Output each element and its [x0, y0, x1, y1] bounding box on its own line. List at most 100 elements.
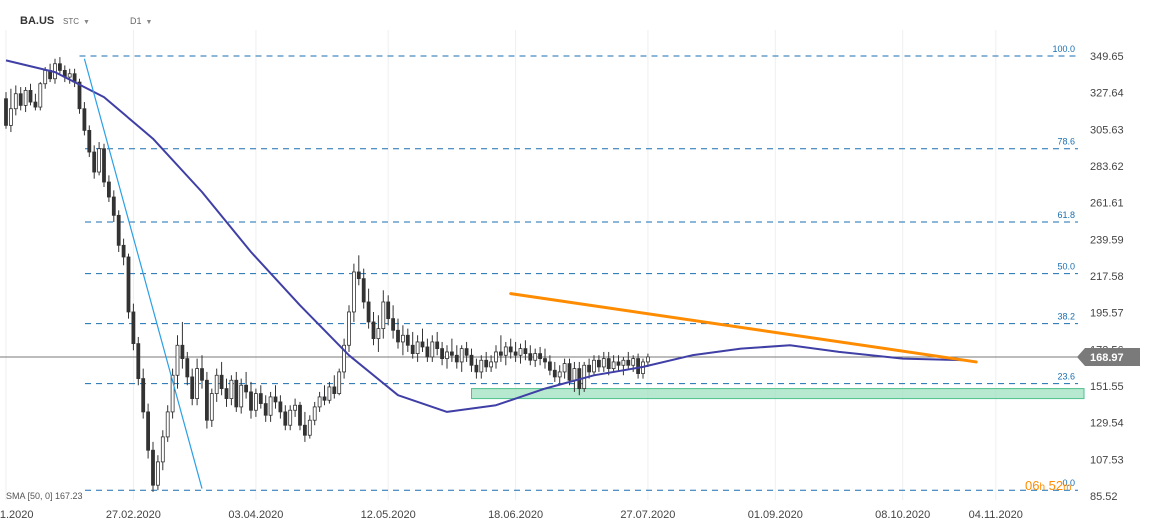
candle-body	[479, 359, 484, 373]
candle	[425, 338, 430, 362]
candle	[23, 87, 28, 113]
candle-body	[494, 351, 498, 363]
candle	[391, 305, 396, 339]
candle	[322, 385, 327, 406]
candle-body	[219, 374, 224, 389]
candle-body	[636, 358, 640, 374]
candle-body	[587, 364, 591, 373]
candle	[533, 348, 538, 367]
candle	[410, 331, 415, 359]
candle-body	[621, 359, 626, 366]
candle	[464, 341, 469, 362]
candle	[258, 385, 263, 409]
candle-body	[278, 401, 283, 413]
candle	[200, 355, 204, 389]
candle	[611, 355, 616, 372]
candle	[479, 355, 484, 379]
candle-body	[322, 396, 327, 401]
candle	[430, 335, 435, 362]
y-tick-label: 261.61	[1090, 198, 1124, 210]
candle-body	[616, 361, 621, 366]
candle-body	[283, 411, 288, 426]
candle-body	[23, 89, 28, 106]
timeframe-selector[interactable]: D1 ▼	[130, 16, 152, 26]
candle-body	[121, 244, 126, 258]
candle-body	[185, 358, 190, 378]
candle-body	[484, 359, 489, 368]
candle-body	[430, 341, 435, 358]
x-tick-label: 12.05.2020	[361, 509, 416, 521]
y-tick-label: 305.63	[1090, 124, 1124, 136]
candle	[420, 328, 425, 352]
y-tick-label: 151.55	[1090, 381, 1124, 393]
symbol-label[interactable]: BA.US	[20, 15, 55, 27]
candle	[239, 378, 244, 414]
candle-body	[445, 351, 449, 360]
candle	[293, 398, 298, 417]
candle	[288, 405, 293, 431]
candle	[67, 68, 72, 84]
candle-body	[552, 369, 557, 378]
candle-body	[13, 93, 18, 110]
timeframe-label: D1	[130, 16, 142, 26]
indicator-legend-text: SMA [50, 0] 167.23	[6, 491, 83, 501]
candle	[18, 87, 23, 111]
candle-body	[376, 328, 381, 340]
instrument-type-selector[interactable]: STC ▼	[63, 17, 90, 26]
fib-level-label: 100.0	[1052, 44, 1075, 54]
candle	[435, 331, 440, 356]
candle	[273, 385, 278, 409]
candle	[268, 391, 273, 422]
x-tick-label: 01.09.2020	[748, 509, 803, 521]
candle	[513, 341, 518, 362]
candle	[557, 365, 562, 386]
candle-body	[18, 93, 23, 106]
candle	[332, 375, 337, 399]
candle	[641, 358, 645, 379]
candle-body	[190, 376, 195, 399]
candle-body	[572, 368, 577, 381]
fib-level-label: 38.2	[1057, 312, 1075, 322]
candle	[484, 351, 489, 372]
candle-body	[601, 358, 606, 368]
indicator-legend[interactable]: SMA [50, 0] 167.23	[6, 491, 83, 501]
chevron-down-icon: ▼	[83, 19, 90, 26]
sma-line	[5, 59, 967, 413]
candle-body	[43, 70, 48, 85]
chevron-down-icon: ▼	[145, 19, 153, 26]
candle	[253, 388, 258, 417]
candle-body	[107, 181, 111, 198]
candle-timer: 06h 52m	[1025, 478, 1071, 493]
candle	[229, 375, 234, 406]
candle-body	[410, 344, 415, 355]
candle-body	[474, 364, 479, 373]
candle	[92, 145, 97, 179]
candle-body	[165, 411, 170, 438]
candle	[592, 355, 596, 376]
candle	[190, 368, 195, 406]
candle	[562, 358, 567, 379]
candle	[82, 102, 87, 136]
candle	[234, 371, 239, 412]
candle-body	[249, 391, 253, 411]
candle-body	[366, 301, 371, 323]
candle	[195, 358, 200, 406]
candle	[440, 341, 445, 366]
candle-body	[646, 356, 650, 363]
y-tick-label: 349.65	[1090, 51, 1124, 63]
candle	[317, 391, 322, 412]
candle	[503, 341, 508, 366]
candle-body	[97, 148, 101, 173]
candle-body	[567, 363, 572, 381]
candle-body	[533, 353, 538, 361]
candle	[126, 253, 131, 319]
candle	[469, 348, 474, 372]
candle	[151, 441, 155, 492]
support-zone	[471, 388, 1085, 400]
candle-body	[337, 371, 342, 394]
candle-body	[347, 311, 351, 346]
resistance-trend-line	[509, 292, 978, 364]
y-tick-label: 85.52	[1090, 491, 1118, 503]
candle-body	[4, 98, 8, 126]
